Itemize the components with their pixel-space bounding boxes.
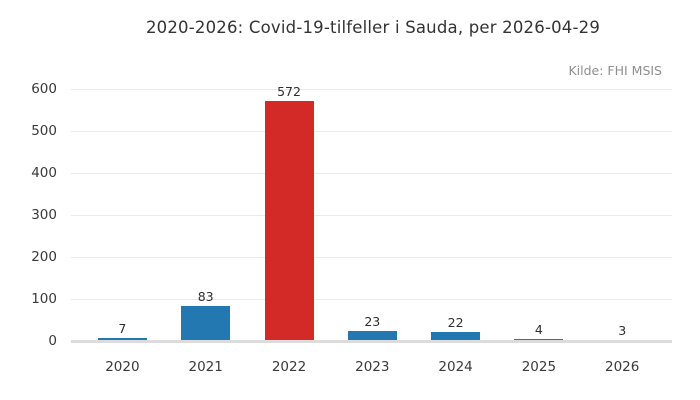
y-tick-label-200: 200: [31, 249, 57, 265]
source-annotation: Kilde: FHI MSIS: [568, 63, 662, 78]
bar-value-label-2024: 22: [447, 314, 464, 330]
gridline-600: [71, 88, 672, 90]
bar-value-label-2021: 83: [197, 289, 214, 305]
gridline-500: [71, 130, 672, 132]
bar-2024: [431, 331, 481, 341]
x-tick-label-2023: 2023: [355, 359, 390, 375]
y-tick-label-400: 400: [31, 165, 57, 181]
bar-value-label-2023: 23: [364, 314, 381, 330]
gridline-300: [71, 214, 672, 216]
x-tick-label-2026: 2026: [605, 359, 640, 375]
y-tick-label-100: 100: [31, 291, 57, 307]
bar-2023: [347, 331, 397, 341]
bar-value-label-2025: 4: [534, 322, 543, 338]
bar-value-label-2020: 7: [118, 321, 127, 337]
gridline-400: [71, 172, 672, 174]
y-tick-label-300: 300: [31, 207, 57, 223]
gridline-100: [71, 298, 672, 300]
x-tick-label-2024: 2024: [438, 359, 473, 375]
plot-area: 7 83 572 23 22 4 3: [71, 84, 672, 343]
y-tick-label-500: 500: [31, 123, 57, 139]
bar-2022: [264, 100, 314, 341]
y-tick-label-0: 0: [48, 333, 57, 349]
bar-2021: [181, 306, 231, 341]
x-tick-label-2025: 2025: [521, 359, 557, 375]
x-tick-label-2021: 2021: [188, 359, 223, 375]
chart-title: 2020-2026: Covid-19-tilfeller i Sauda, p…: [145, 18, 601, 37]
bar-value-label-2022: 572: [277, 83, 301, 99]
x-tick-label-2020: 2020: [105, 359, 140, 375]
x-tick-label-2022: 2022: [271, 359, 307, 375]
gridline-200: [71, 256, 672, 258]
bar-value-label-2026: 3: [618, 322, 627, 338]
x-axis-baseline: [71, 339, 672, 343]
y-tick-label-600: 600: [31, 81, 57, 97]
